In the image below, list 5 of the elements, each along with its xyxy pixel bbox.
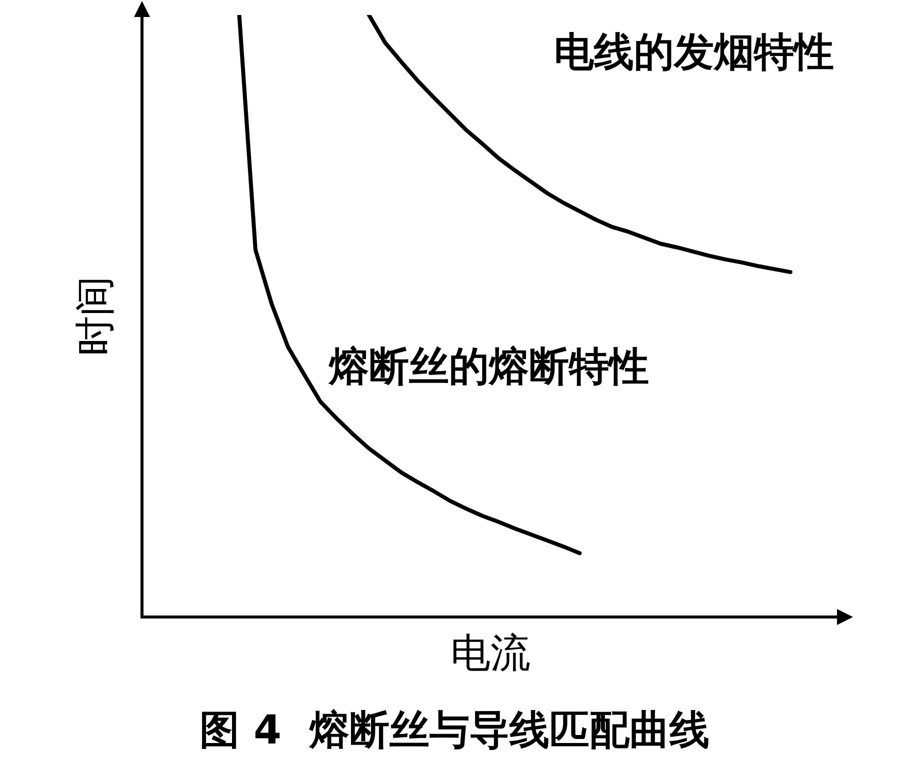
- text: 图 4 熔断丝与导线匹配曲线: [200, 707, 710, 754]
- series-label: 熔断丝的熔断特性: [328, 344, 650, 390]
- text: 电线的发烟特性: [554, 29, 834, 76]
- x-axis-title: 电流: [450, 630, 530, 676]
- y-axis-title: 时间: [72, 276, 118, 356]
